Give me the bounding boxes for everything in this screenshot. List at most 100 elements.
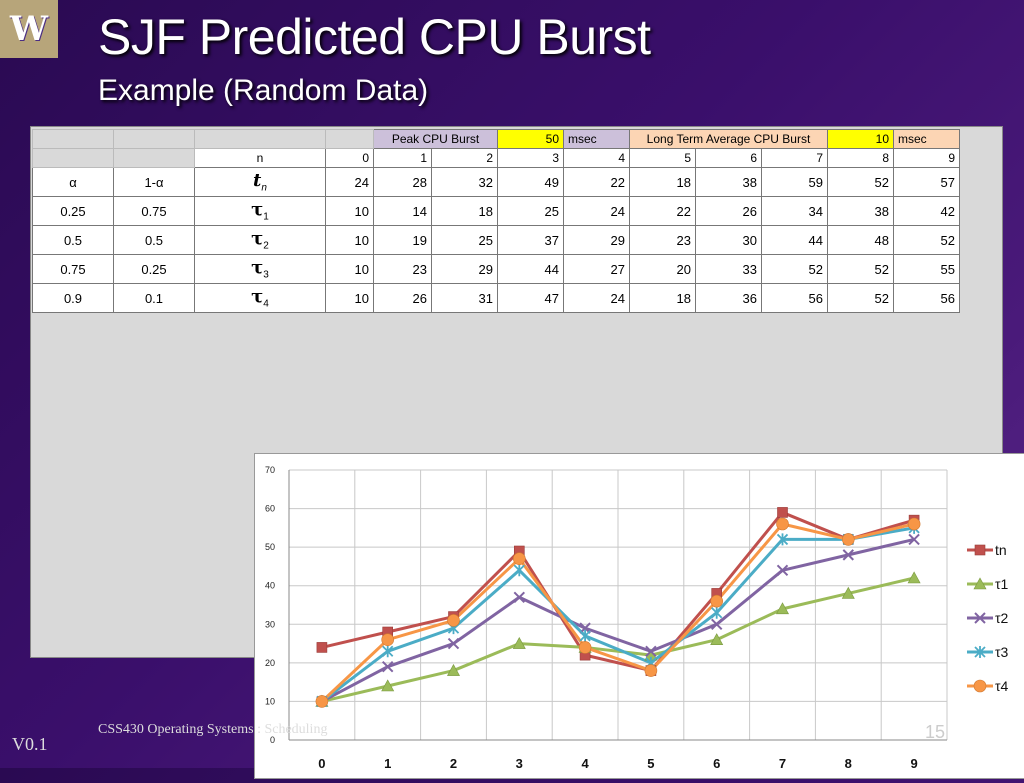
tn-cell: 57 — [893, 167, 960, 197]
long-term-average-unit: msec — [893, 129, 960, 149]
long-term-average-label: Long Term Average CPU Burst — [629, 129, 828, 149]
tau-symbol: τ2 — [194, 225, 326, 255]
tn-cell: 32 — [431, 167, 498, 197]
tau-cell: 24 — [563, 283, 630, 313]
data-point — [775, 602, 790, 615]
tau-cell: 18 — [431, 196, 498, 226]
data-point — [841, 586, 855, 599]
data-point — [842, 549, 855, 561]
data-point — [579, 629, 591, 642]
tau-cell: 22 — [629, 196, 696, 226]
data-point — [512, 552, 526, 566]
tau-cell: 20 — [629, 254, 696, 284]
y-tick-label: 0 — [270, 735, 275, 745]
alpha-header: α — [32, 167, 114, 197]
tn-cell: 59 — [761, 167, 828, 197]
data-point — [645, 645, 657, 657]
data-point — [777, 507, 788, 518]
tau-row: 0.5 0.5 τ2 10 19 25 37 29 23 30 44 48 52 — [32, 225, 960, 255]
tau-cell: 52 — [893, 225, 960, 255]
n-cell: 5 — [629, 148, 696, 168]
tau-cell: 29 — [563, 225, 630, 255]
y-tick-label: 20 — [265, 658, 275, 668]
line-chart-svg: 0 10 20 30 40 50 60 70 0 1 2 3 4 5 6 7 8 9 tn τ1 τ2 τ3 τ4 — [265, 465, 1009, 771]
data-point — [381, 661, 394, 673]
y-tick-label: 60 — [265, 504, 275, 514]
tau-cell: 47 — [497, 283, 564, 313]
one-minus-alpha-cell: 0.1 — [113, 283, 195, 313]
legend-marker — [973, 577, 987, 590]
n-cell: 9 — [893, 148, 960, 168]
tau-cell: 26 — [373, 283, 432, 313]
n-cell: 0 — [325, 148, 374, 168]
header-row-n: n 0 1 2 3 4 5 6 7 8 9 — [32, 148, 960, 168]
one-minus-alpha-cell: 0.75 — [113, 196, 195, 226]
tau-cell: 30 — [695, 225, 762, 255]
tau-cell: 31 — [431, 283, 498, 313]
n-label: n — [194, 148, 326, 168]
tn-cell: 38 — [695, 167, 762, 197]
tau-cell: 34 — [761, 196, 828, 226]
slide-title: SJF Predicted CPU Burst — [98, 9, 651, 65]
legend-label: τ2 — [995, 610, 1009, 626]
tau-cell: 25 — [431, 225, 498, 255]
data-point — [316, 642, 328, 653]
tau-cell: 27 — [563, 254, 630, 284]
legend-label: τ4 — [995, 678, 1009, 694]
tau-cell: 29 — [431, 254, 498, 284]
x-tick-label: 5 — [647, 756, 654, 771]
data-point — [644, 664, 658, 677]
data-point — [315, 695, 329, 708]
tn-cell: 49 — [497, 167, 564, 197]
peak-cpu-burst-value: 50 — [497, 129, 564, 149]
legend-marker — [973, 679, 987, 693]
tau-cell: 26 — [695, 196, 762, 226]
y-tick-label: 30 — [265, 619, 275, 629]
y-tick-label: 40 — [265, 581, 275, 591]
alpha-cell: 0.75 — [32, 254, 114, 284]
data-point — [841, 533, 855, 546]
peak-cpu-burst-label: Peak CPU Burst — [373, 129, 498, 149]
tau-cell: 56 — [893, 283, 960, 313]
tn-cell: 22 — [563, 167, 630, 197]
y-tick-label: 70 — [265, 465, 275, 475]
data-point — [447, 637, 460, 650]
tau-cell: 36 — [695, 283, 762, 313]
tau-cell: 10 — [325, 225, 374, 255]
tau-row: 0.9 0.1 τ4 10 26 31 47 24 18 36 56 52 56 — [32, 283, 960, 313]
footer-text: CSS430 Operating Systems : Scheduling — [98, 722, 328, 737]
data-point — [513, 564, 525, 577]
data-point — [578, 641, 592, 654]
one-minus-alpha-cell: 0.25 — [113, 254, 195, 284]
tau-cell: 24 — [563, 196, 630, 226]
legend-marker — [974, 612, 986, 624]
tn-cell: 28 — [373, 167, 432, 197]
legend-label: τ1 — [995, 576, 1009, 592]
data-point — [907, 517, 921, 531]
x-tick-label: 6 — [713, 756, 720, 771]
data-point — [907, 571, 921, 584]
tau-cell: 52 — [827, 254, 894, 284]
header-row-config: Peak CPU Burst 50 msec Long Term Average… — [32, 129, 960, 149]
tau-cell: 37 — [497, 225, 564, 255]
logo-letter: W — [9, 9, 49, 49]
tau-cell: 10 — [325, 254, 374, 284]
tn-row: α 1-α tn 24 28 32 49 22 18 38 59 52 57 — [32, 167, 960, 197]
legend-marker — [974, 544, 986, 556]
tau-cell: 55 — [893, 254, 960, 284]
n-cell: 3 — [497, 148, 564, 168]
data-point — [382, 645, 394, 658]
legend-label: τ3 — [995, 644, 1009, 660]
data-point — [381, 633, 394, 647]
y-tick-label: 10 — [265, 696, 275, 706]
tau-cell: 10 — [325, 196, 374, 226]
university-logo: W — [0, 0, 58, 58]
data-point — [710, 633, 724, 646]
tau-symbol: τ1 — [194, 196, 326, 226]
data-point — [776, 533, 789, 546]
x-tick-label: 3 — [516, 756, 523, 771]
data-point — [711, 606, 723, 619]
tau-cell: 44 — [761, 225, 828, 255]
tau-cell: 10 — [325, 283, 374, 313]
series-line — [320, 522, 915, 703]
